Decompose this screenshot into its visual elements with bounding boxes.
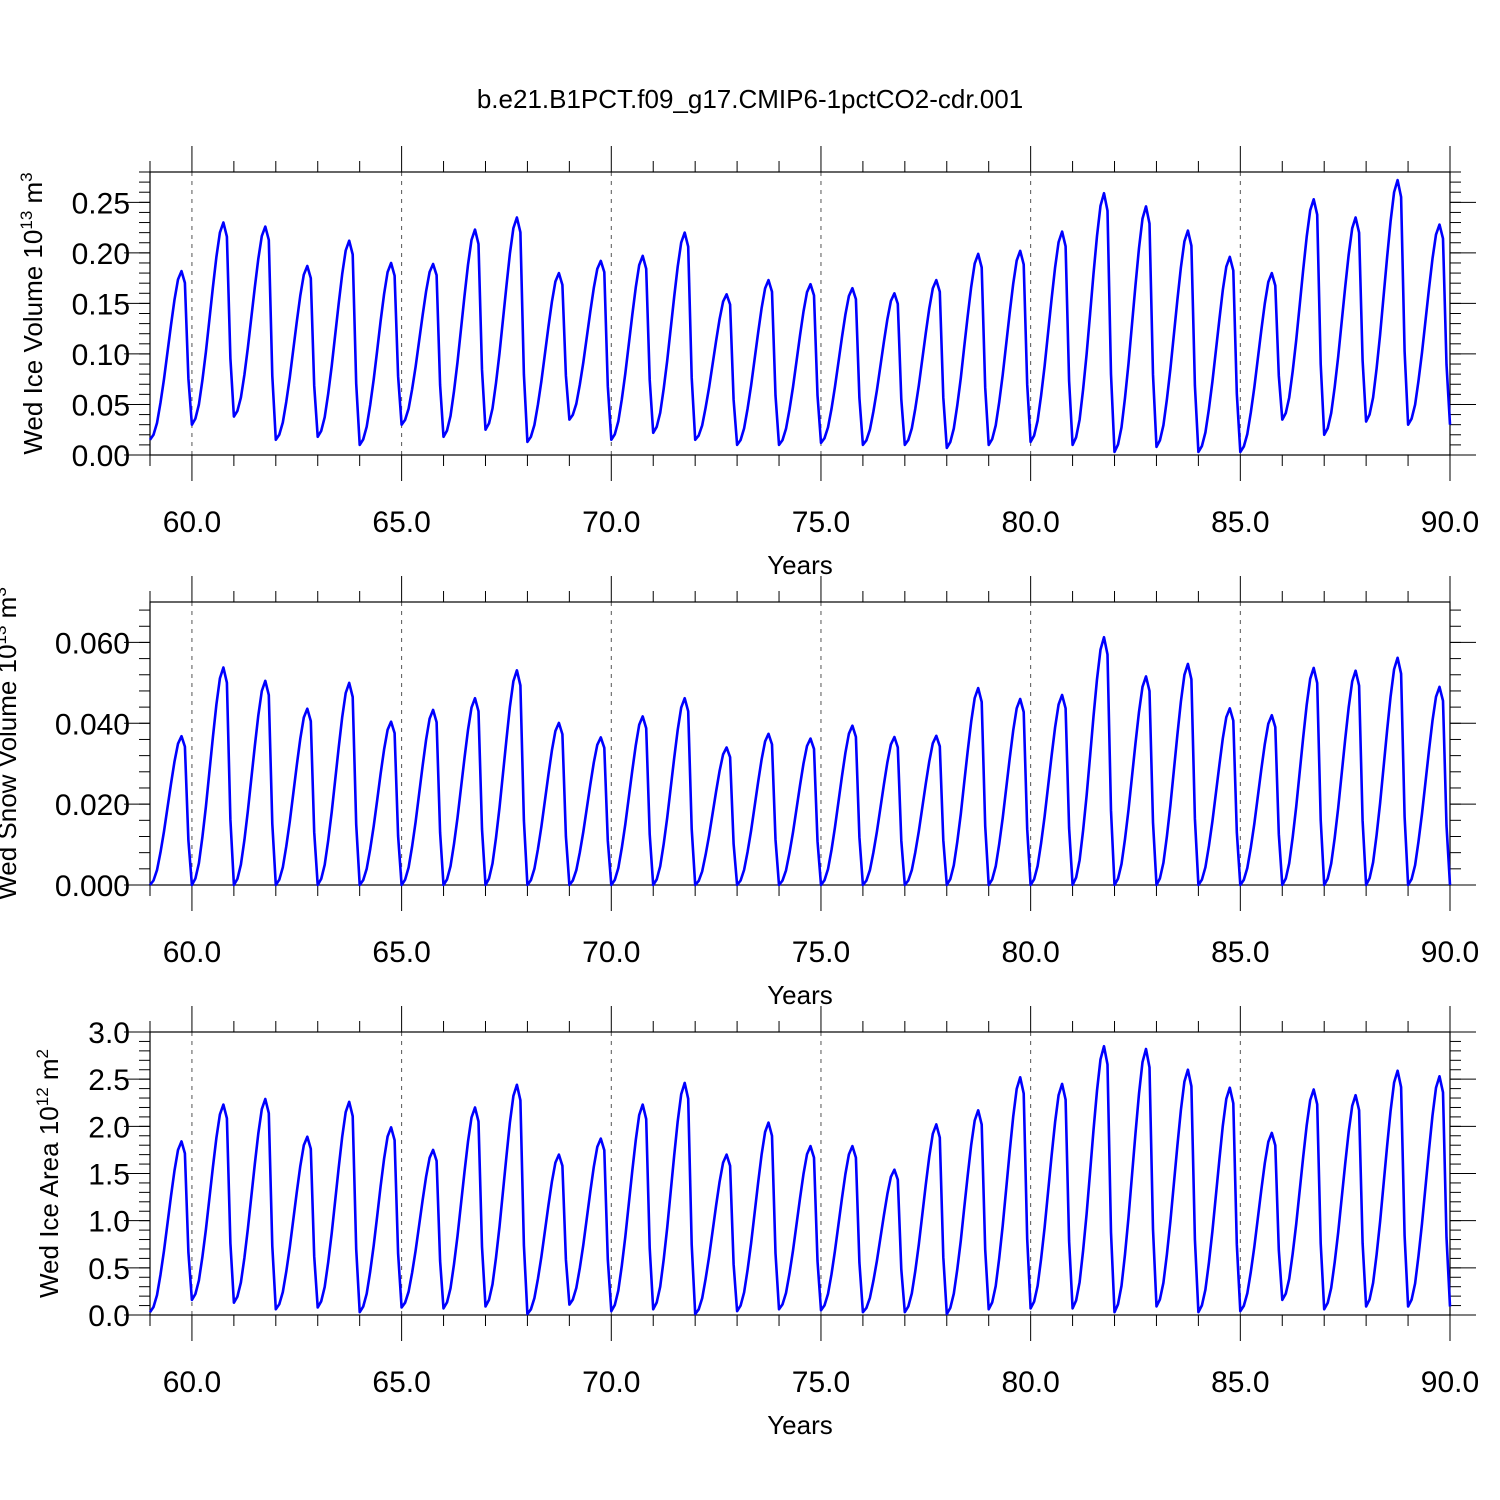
x-tick-label: 60.0	[163, 506, 221, 539]
x-tick-label: 75.0	[792, 506, 850, 539]
x-tick-label: 65.0	[372, 1366, 430, 1399]
y-tick-label: 3.0	[88, 1017, 130, 1050]
y-axis-label: Wed Ice Volume 1013 m3	[17, 172, 48, 454]
x-axis-label: Years	[767, 550, 833, 580]
series-line	[148, 178, 1452, 454]
x-tick-label: 80.0	[1001, 1366, 1059, 1399]
x-tick-label: 60.0	[163, 1366, 221, 1399]
y-tick-label: 0.040	[55, 708, 130, 741]
x-tick-label: 60.0	[163, 936, 221, 969]
series-line	[148, 635, 1452, 887]
y-tick-label: 0.060	[55, 627, 130, 660]
plot-frame	[149, 171, 1451, 456]
x-tick-label: 65.0	[372, 936, 430, 969]
y-tick-label: 0.020	[55, 789, 130, 822]
x-tick-label: 75.0	[792, 936, 850, 969]
panel-2: 0.000 0.020 0.040 0.060 60.0 65.0 70.0 75.0 80.0…	[0, 576, 1479, 1010]
x-tick-label: 80.0	[1001, 936, 1059, 969]
x-axis-label: Years	[767, 1410, 833, 1440]
y-tick-label: 1.5	[88, 1159, 130, 1192]
x-tick-label: 70.0	[582, 1366, 640, 1399]
plot-frame	[149, 601, 1451, 886]
x-tick-label: 85.0	[1211, 936, 1269, 969]
x-axis-label: Years	[767, 980, 833, 1010]
x-tick-label: 80.0	[1001, 506, 1059, 539]
series-line	[148, 1044, 1452, 1316]
chart-title: b.e21.B1PCT.f09_g17.CMIP6-1pctCO2-cdr.00…	[477, 84, 1023, 114]
y-axis-label: Wed Ice Area 1012 m2	[33, 1049, 64, 1298]
x-tick-label: 90.0	[1421, 506, 1479, 539]
x-tick-label: 90.0	[1421, 936, 1479, 969]
y-tick-label: 2.5	[88, 1064, 130, 1097]
x-tick-label: 85.0	[1211, 506, 1269, 539]
y-axis-label: Wed Snow Volume 1013 m3	[0, 587, 22, 900]
x-tick-label: 65.0	[372, 506, 430, 539]
y-tick-label: 0.15	[72, 288, 130, 321]
y-tick-label: 0.20	[72, 238, 130, 271]
x-tick-label: 75.0	[792, 1366, 850, 1399]
y-tick-label: 0.5	[88, 1253, 130, 1286]
y-tick-label: 1.0	[88, 1206, 130, 1239]
y-tick-label: 0.05	[72, 389, 130, 422]
y-tick-label: 0.000	[55, 870, 130, 903]
x-tick-label: 70.0	[582, 506, 640, 539]
x-tick-label: 70.0	[582, 936, 640, 969]
x-tick-label: 90.0	[1421, 1366, 1479, 1399]
plot-frame	[149, 1031, 1451, 1316]
y-tick-label: 0.00	[72, 440, 130, 473]
y-tick-label: 0.0	[88, 1300, 130, 1333]
x-tick-label: 85.0	[1211, 1366, 1269, 1399]
panel-3: 0.0 0.5 1.0 1.5 2.0 2.5 3.0 60.0 65.0 70.0 75.0 80.…	[33, 1006, 1479, 1440]
y-tick-label: 2.0	[88, 1111, 130, 1144]
y-tick-label: 0.10	[72, 339, 130, 372]
panel-1: 0.00 0.05 0.10 0.15 0.20 0.25 60.0 65.0 70.0 75.0…	[17, 146, 1479, 580]
y-tick-label: 0.25	[72, 187, 130, 220]
